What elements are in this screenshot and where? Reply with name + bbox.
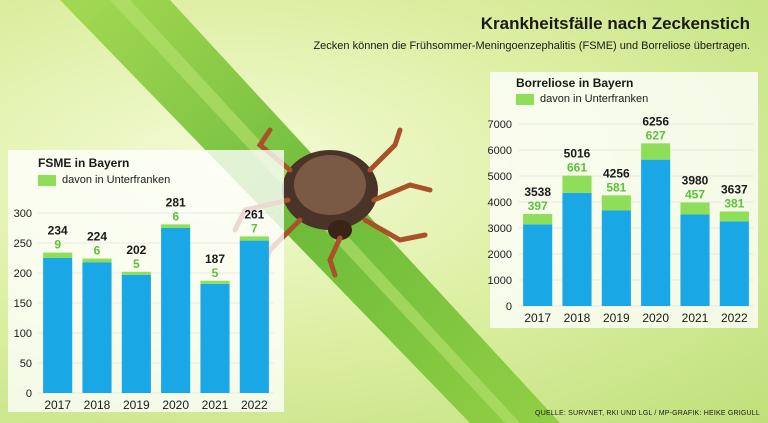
- fsme-ytick-label: 0: [26, 388, 32, 400]
- page-title: Krankheitsfälle nach Zeckenstich: [480, 14, 750, 33]
- fsme-ytick-label: 50: [20, 358, 32, 370]
- borreliose-unterfranken-label: 581: [606, 180, 626, 194]
- fsme-xtick-label: 2020: [162, 398, 189, 412]
- fsme-bar-unterfranken: [43, 252, 73, 258]
- fsme-total-label: 224: [87, 230, 107, 244]
- tick-illustration: [232, 127, 433, 278]
- fsme-unterfranken-label: 6: [172, 209, 179, 223]
- borreliose-chart-title: Borreliose in Bayern: [516, 76, 634, 90]
- fsme-unterfranken-label: 7: [251, 221, 258, 235]
- borreliose-ytick-label: 4000: [488, 197, 512, 209]
- fsme-bar-unterfranken: [239, 236, 269, 241]
- fsme-total-label: 234: [48, 224, 68, 238]
- borreliose-total-label: 6256: [642, 114, 669, 128]
- borreliose-unterfranken-label: 627: [646, 128, 666, 142]
- fsme-ytick-label: 100: [14, 328, 32, 340]
- borreliose-total-label: 3980: [682, 174, 709, 188]
- borreliose-total-label: 3637: [721, 182, 748, 196]
- fsme-bar-total: [121, 274, 151, 393]
- borreliose-unterfranken-label: 397: [528, 199, 548, 213]
- fsme-chart-title: FSME in Bayern: [38, 156, 130, 170]
- borreliose-xtick-label: 2017: [524, 311, 551, 325]
- fsme-bar-unterfranken: [200, 280, 230, 284]
- fsme-bar-unterfranken: [82, 258, 112, 263]
- borreliose-xtick-label: 2019: [603, 311, 630, 325]
- borreliose-total-label: 5016: [564, 147, 591, 161]
- borreliose-bar-unterfranken: [641, 143, 671, 160]
- borreliose-ytick-label: 3000: [488, 223, 512, 235]
- borreliose-bar-total: [523, 224, 553, 306]
- fsme-xtick-label: 2019: [123, 398, 150, 412]
- fsme-total-label: 187: [205, 252, 225, 266]
- fsme-bar-total: [82, 262, 112, 393]
- borreliose-xtick-label: 2022: [721, 311, 748, 325]
- fsme-unterfranken-label: 5: [212, 266, 219, 280]
- borreliose-xtick-label: 2020: [642, 311, 669, 325]
- fsme-ytick-label: 150: [14, 298, 32, 310]
- fsme-xtick-label: 2022: [241, 398, 268, 412]
- fsme-bar-total: [200, 283, 230, 393]
- fsme-bar-unterfranken: [121, 271, 151, 275]
- fsme-total-label: 281: [166, 195, 186, 209]
- fsme-bar-total: [239, 240, 269, 393]
- fsme-bar-total: [43, 258, 73, 393]
- borreliose-legend: davon in Unterfranken: [516, 93, 648, 105]
- borreliose-bar-unterfranken: [601, 195, 631, 211]
- fsme-unterfranken-label: 6: [94, 244, 101, 258]
- fsme-xtick-label: 2017: [44, 398, 71, 412]
- fsme-legend-label: davon in Unterfranken: [62, 174, 171, 186]
- borreliose-bar-unterfranken: [562, 175, 592, 193]
- fsme-ytick-label: 200: [14, 268, 32, 280]
- borreliose-ytick-label: 6000: [488, 145, 512, 157]
- borreliose-ytick-label: 1000: [488, 275, 512, 287]
- borreliose-legend-label: davon in Unterfranken: [540, 93, 649, 105]
- borreliose-ytick-label: 2000: [488, 249, 512, 261]
- page-subtitle: Zecken können die Frühsommer-Meningoenze…: [313, 40, 750, 52]
- fsme-bar-total: [161, 228, 191, 393]
- borreliose-bar-total: [562, 192, 592, 306]
- legend-swatch: [38, 174, 56, 186]
- borreliose-bar-total: [641, 159, 671, 306]
- fsme-total-label: 261: [244, 207, 264, 221]
- fsme-legend: davon in Unterfranken: [38, 174, 170, 186]
- borreliose-bar-unterfranken: [523, 214, 553, 225]
- borreliose-bar-total: [601, 210, 631, 306]
- borreliose-ytick-label: 5000: [488, 171, 512, 183]
- fsme-ytick-label: 250: [14, 238, 32, 250]
- borreliose-bar-total: [680, 214, 710, 306]
- borreliose-bar-unterfranken: [719, 211, 749, 222]
- borreliose-total-label: 3538: [524, 185, 551, 199]
- fsme-total-label: 202: [126, 243, 146, 257]
- source-credit: QUELLE: SURVNET, RKI UND LGL / MP-GRAFIK…: [535, 410, 760, 417]
- fsme-unterfranken-label: 5: [133, 257, 140, 271]
- fsme-xtick-label: 2018: [84, 398, 111, 412]
- borreliose-xtick-label: 2021: [682, 311, 709, 325]
- borreliose-unterfranken-label: 381: [724, 196, 744, 210]
- borreliose-unterfranken-label: 661: [567, 161, 587, 175]
- fsme-xtick-label: 2021: [202, 398, 229, 412]
- borreliose-total-label: 4256: [603, 166, 630, 180]
- borreliose-bar-unterfranken: [680, 202, 710, 215]
- borreliose-bar-total: [719, 221, 749, 306]
- borreliose-ytick-label: 7000: [488, 119, 512, 131]
- borreliose-xtick-label: 2018: [564, 311, 591, 325]
- fsme-unterfranken-label: 9: [54, 238, 61, 252]
- fsme-bar-unterfranken: [161, 224, 191, 228]
- borreliose-ytick-label: 0: [506, 301, 512, 313]
- fsme-ytick-label: 300: [14, 208, 32, 220]
- borreliose-unterfranken-label: 457: [685, 188, 705, 202]
- legend-swatch: [516, 93, 534, 105]
